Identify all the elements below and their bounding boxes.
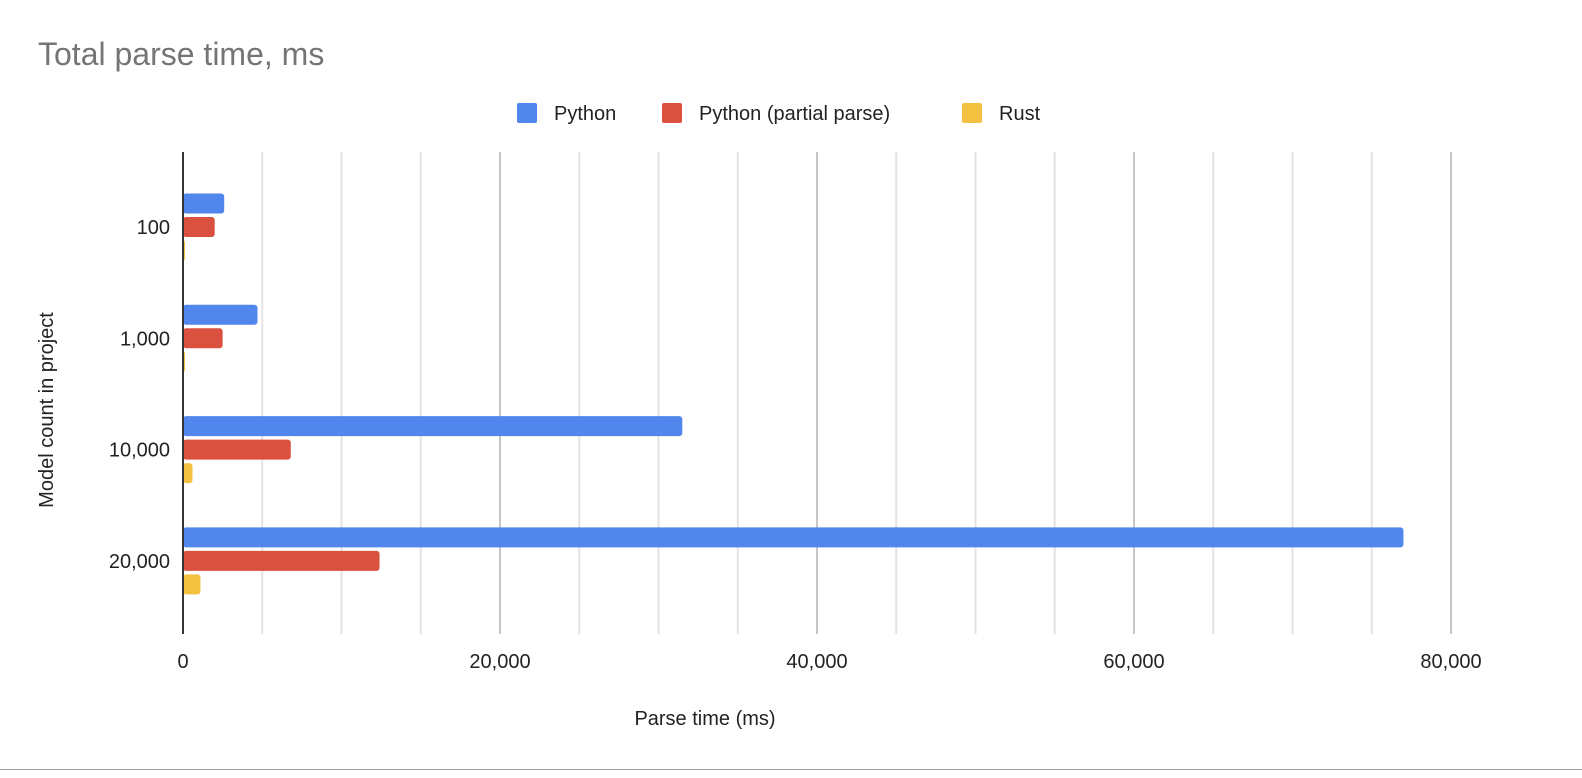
x-tick-label: 80,000 [1420, 651, 1481, 673]
x-tick-label: 0 [177, 651, 188, 673]
y-tick-label: 100 [137, 217, 170, 239]
bar-python-1000 [183, 304, 258, 325]
x-tick-label: 20,000 [469, 651, 530, 673]
bar-python-partial-parse-1000 [183, 328, 223, 349]
y-axis-title: Model count in project [36, 312, 58, 508]
y-tick-label: 1,000 [120, 328, 170, 350]
legend-swatch-1 [662, 103, 682, 123]
legend-swatch-2 [962, 103, 982, 123]
legend-label: Python [554, 103, 616, 125]
bar-python-partial-parse-100 [183, 217, 215, 237]
bar-rust-10000 [183, 463, 193, 484]
x-tick-label: 60,000 [1103, 651, 1164, 673]
bar-python-20000 [183, 527, 1404, 548]
bottom-divider [0, 769, 1582, 770]
bar-python-100 [183, 193, 225, 214]
bar-python-partial-parse-10000 [183, 439, 291, 460]
legend-label: Python (partial parse) [699, 103, 890, 125]
legend-label: Rust [999, 103, 1041, 125]
bar-python-10000 [183, 416, 683, 437]
bar-python-partial-parse-20000 [183, 550, 380, 571]
x-axis-title: Parse time (ms) [634, 708, 775, 730]
chart-title: Total parse time, ms [38, 36, 325, 72]
y-tick-label: 20,000 [109, 551, 170, 573]
legend-swatch-0 [517, 103, 537, 123]
bar-rust-20000 [183, 574, 201, 595]
x-tick-label: 40,000 [786, 651, 847, 673]
y-tick-label: 10,000 [109, 440, 170, 462]
